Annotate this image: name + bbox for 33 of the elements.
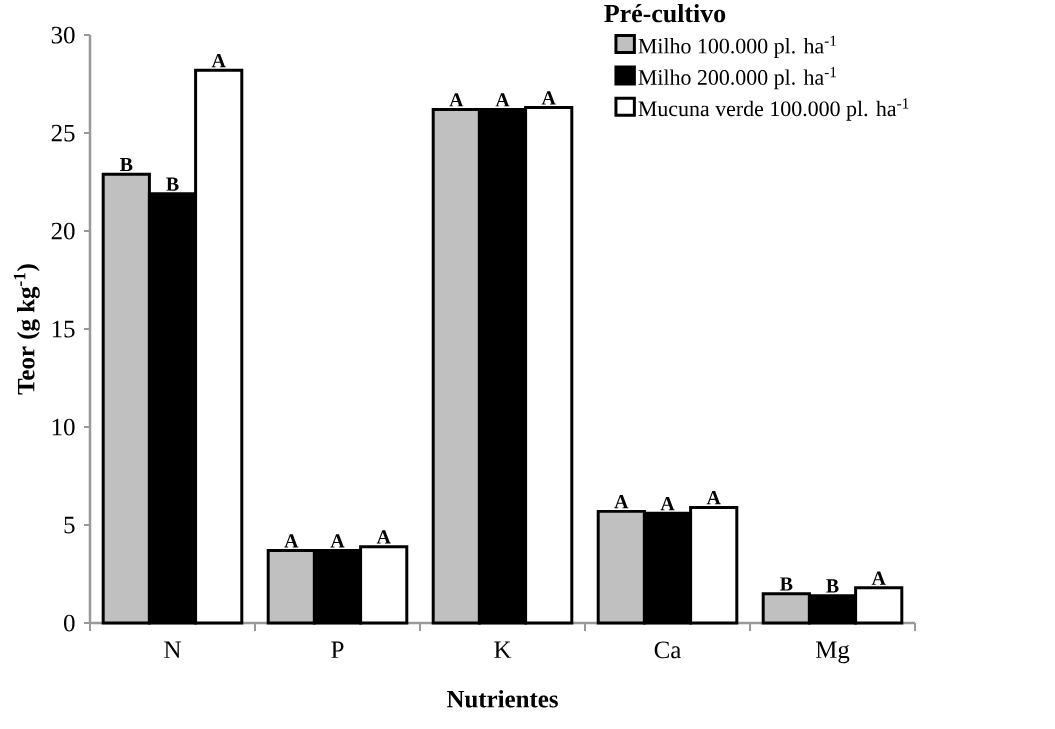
x-tick-label: Mg [815, 641, 850, 664]
data-label: A [706, 491, 721, 505]
data-label: B [166, 177, 179, 191]
legend-label: Mucuna verde 100.000 pl. ha$^{-1}$ [638, 98, 909, 121]
legend-label: Milho 200.000 pl. ha$^{-1}$ [638, 66, 837, 90]
data-label: A [660, 496, 675, 511]
data-label: A [376, 530, 391, 544]
x-tick-label: K [494, 641, 512, 658]
x-tick-label: N [164, 641, 181, 658]
y-tick-label: 30 [51, 26, 75, 44]
data-label: B [826, 579, 839, 593]
y-tick-label: 25 [51, 124, 75, 142]
legend-title: Pré-cultivo [604, 3, 726, 23]
data-label: A [449, 93, 464, 107]
data-label: B [119, 157, 133, 172]
data-label: A [330, 534, 345, 548]
y-tick-label: 15 [52, 320, 75, 338]
y-axis-title: Teor (g kg$^{-1}$) [13, 264, 40, 395]
data-label: A [871, 571, 886, 585]
data-label: A [614, 494, 629, 509]
legend-label: Milho 100.000 pl. ha$^{-1}$ [638, 35, 837, 58]
data-label: A [284, 534, 299, 548]
data-label: A [495, 93, 510, 107]
data-label: A [541, 91, 556, 105]
y-tick-label: 10 [52, 418, 75, 436]
x-tick-label: Ca [654, 641, 682, 659]
y-tick-label: 5 [64, 516, 75, 534]
y-tick-label: 0 [64, 614, 75, 632]
data-label: A [211, 53, 226, 68]
x-axis-title: Nutrientes [446, 689, 558, 708]
data-label: B [779, 577, 793, 591]
y-tick-label: 20 [51, 222, 75, 240]
x-tick-label: P [331, 641, 344, 658]
